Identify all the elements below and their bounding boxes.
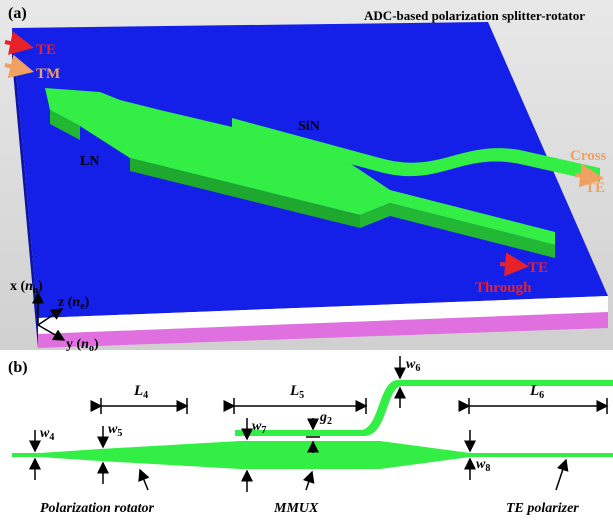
part-label: MMUX — [273, 501, 319, 516]
dim-label: w6 — [406, 357, 420, 374]
dim-label: w5 — [108, 422, 122, 439]
panel-label: (a) — [8, 5, 27, 22]
axis-label: x (no) — [10, 279, 43, 296]
axis-label: y (no) — [66, 337, 99, 354]
dim-label: L5 — [289, 383, 304, 401]
input-te: TE — [36, 42, 56, 58]
cross-te: TE — [585, 180, 605, 196]
through-te: TE — [528, 260, 548, 276]
panel-label: (b) — [8, 359, 28, 376]
part-label: TE polarizer — [506, 501, 579, 516]
part-label: Polarization rotator — [40, 501, 155, 516]
dim-label: w7 — [252, 419, 266, 436]
ln-label: LN — [80, 154, 99, 169]
sin-label: SiN — [298, 119, 320, 134]
panel-title: ADC-based polarization splitter-rotator — [364, 8, 585, 23]
input-tm: TM — [36, 66, 60, 82]
axis-label: z (ne) — [58, 295, 90, 312]
arrow — [500, 264, 525, 266]
dim-label: w8 — [476, 457, 490, 474]
dim-label: g2 — [319, 410, 332, 427]
through-label: Through — [475, 280, 532, 296]
dim-label: w4 — [40, 426, 54, 443]
figure: (a) ADC-based polarization splitter-rota… — [0, 0, 613, 521]
cross-label: Cross — [570, 148, 607, 164]
dim-label: L4 — [133, 383, 148, 401]
